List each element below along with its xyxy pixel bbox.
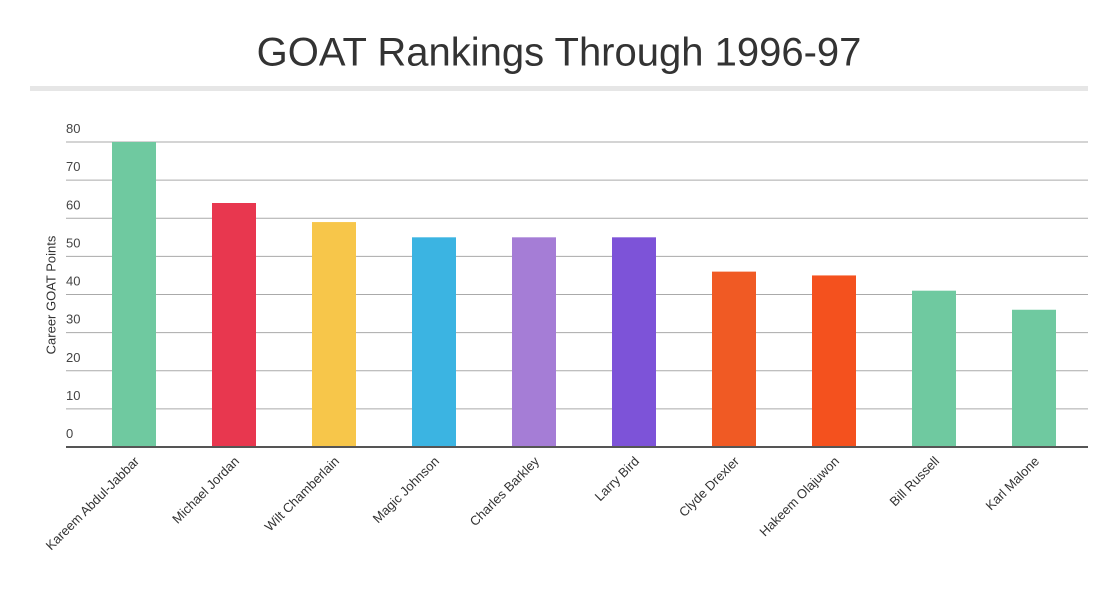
y-tick-label: 40 (66, 274, 80, 289)
bar (512, 237, 556, 447)
bar (612, 237, 656, 447)
x-tick-label: Larry Bird (592, 454, 642, 504)
x-tick-label: Wilt Chamberlain (262, 454, 343, 535)
chart-title: GOAT Rankings Through 1996-97 (257, 31, 862, 75)
y-tick-label: 50 (66, 235, 80, 250)
title-rule (30, 86, 1088, 91)
x-tick-label: Karl Malone (982, 454, 1042, 514)
x-tick-label: Hakeem Olajuwon (756, 454, 842, 540)
bar (812, 275, 856, 447)
x-tick-label: Charles Barkley (467, 453, 543, 529)
bar (1012, 309, 1056, 447)
bar (412, 237, 456, 447)
x-tick-label: Michael Jordan (169, 454, 242, 527)
x-tick-label: Bill Russell (887, 453, 943, 509)
y-tick-label: 10 (66, 388, 80, 403)
x-tick-label: Magic Johnson (370, 454, 442, 526)
y-tick-label: 80 (66, 121, 80, 136)
x-tick-label: Clyde Drexler (676, 453, 743, 520)
y-tick-label: 60 (66, 197, 80, 212)
bar (712, 271, 756, 447)
bar (212, 203, 256, 447)
y-tick-label: 0 (66, 426, 73, 441)
y-axis-title: Career GOAT Points (43, 235, 58, 354)
y-tick-label: 20 (66, 350, 80, 365)
bar (312, 222, 356, 447)
y-tick-label: 30 (66, 312, 80, 327)
x-tick-label: Kareem Abdul-Jabbar (43, 453, 143, 553)
bar (912, 290, 956, 447)
y-tick-label: 70 (66, 159, 80, 174)
bar (112, 142, 156, 447)
